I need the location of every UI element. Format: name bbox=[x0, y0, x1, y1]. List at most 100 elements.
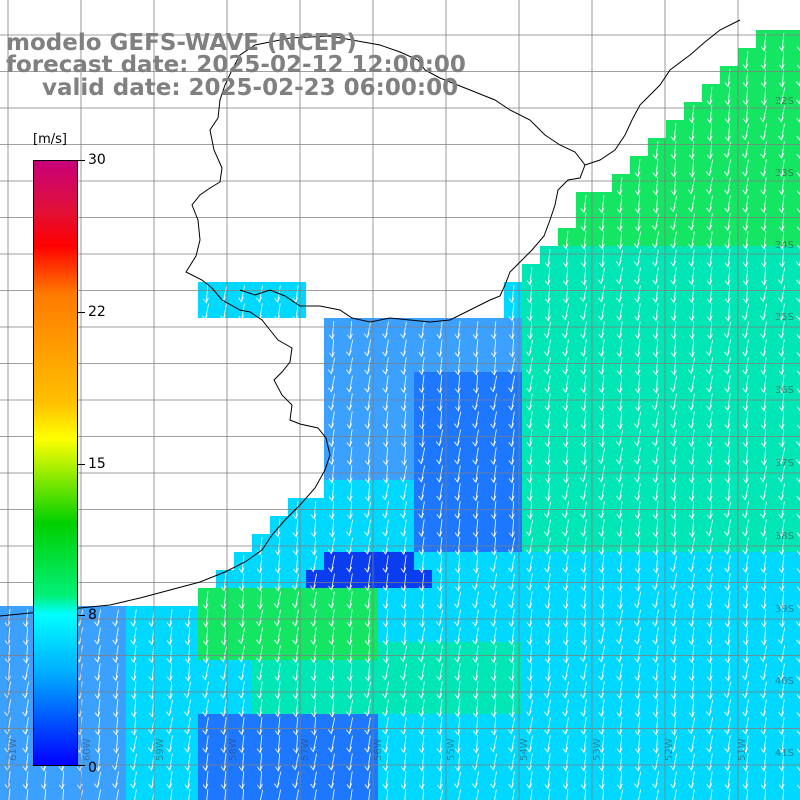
wind-arrow-head bbox=[148, 621, 155, 628]
wind-arrow-head bbox=[688, 459, 695, 466]
wind-arrow-head bbox=[345, 710, 352, 717]
wind-arrow-head bbox=[778, 134, 784, 141]
wind-arrow bbox=[655, 645, 659, 663]
wind-cell bbox=[792, 732, 800, 750]
wind-arrow bbox=[402, 645, 408, 662]
wind-cell bbox=[450, 588, 468, 606]
wind-cell bbox=[720, 156, 738, 174]
wind-arrow-head bbox=[220, 621, 227, 628]
wind-arrow-head bbox=[472, 693, 479, 700]
wind-arrow bbox=[744, 123, 750, 140]
wind-arrow-head bbox=[454, 747, 461, 754]
wind-cell bbox=[396, 534, 414, 552]
wind-arrow bbox=[601, 321, 605, 339]
wind-arrow-head bbox=[599, 621, 605, 628]
wind-arrow-head bbox=[778, 296, 784, 303]
wind-arrow-head bbox=[507, 548, 514, 555]
wind-cell bbox=[342, 732, 360, 750]
wind-arrow-head bbox=[490, 711, 497, 718]
wind-cell bbox=[324, 354, 342, 372]
wind-cell bbox=[504, 408, 522, 426]
wind-arrow-head bbox=[436, 387, 443, 394]
wind-arrow-head bbox=[436, 638, 442, 645]
wind-arrow bbox=[529, 447, 533, 465]
wind-arrow-head bbox=[472, 440, 478, 447]
wind-arrow-head bbox=[742, 441, 749, 448]
wind-arrow-head bbox=[598, 243, 605, 250]
wind-arrow-head bbox=[472, 729, 479, 736]
wind-arrow-head bbox=[328, 404, 334, 411]
wind-cell bbox=[126, 768, 144, 786]
wind-arrow-head bbox=[760, 134, 766, 141]
wind-cell bbox=[540, 750, 558, 768]
wind-arrow-head bbox=[256, 585, 263, 592]
wind-arrow bbox=[781, 681, 785, 699]
wind-arrow-head bbox=[527, 513, 533, 520]
wind-arrow-head bbox=[742, 765, 749, 772]
wind-arrow-head bbox=[489, 566, 496, 573]
wind-arrow bbox=[546, 321, 552, 338]
wind-cell bbox=[720, 678, 738, 696]
wind-arrow bbox=[187, 717, 191, 735]
wind-cell bbox=[792, 480, 800, 498]
wind-arrow-head bbox=[778, 747, 785, 754]
wind-arrow bbox=[781, 411, 785, 429]
wind-arrow-head bbox=[687, 368, 694, 375]
wind-cell bbox=[594, 678, 612, 696]
wind-arrow bbox=[583, 213, 587, 231]
wind-cell bbox=[504, 786, 522, 800]
wind-arrow-head bbox=[616, 333, 623, 340]
wind-arrow-head bbox=[579, 476, 586, 483]
wind-arrow bbox=[583, 717, 587, 735]
wind-arrow bbox=[169, 717, 173, 734]
wind-arrow bbox=[565, 267, 569, 285]
wind-arrow bbox=[763, 213, 767, 231]
wind-arrow-head bbox=[724, 423, 731, 430]
wind-arrow-head bbox=[688, 206, 694, 213]
wind-arrow-head bbox=[346, 746, 352, 753]
wind-arrow bbox=[331, 609, 335, 627]
wind-cell bbox=[90, 642, 108, 660]
wind-arrow-head bbox=[329, 711, 335, 718]
wind-arrow-head bbox=[705, 350, 712, 357]
wind-arrow bbox=[222, 285, 228, 302]
wind-arrow-head bbox=[94, 638, 100, 645]
wind-arrow-head bbox=[652, 297, 659, 304]
wind-arrow bbox=[727, 519, 731, 536]
wind-arrow bbox=[583, 357, 587, 375]
wind-arrow-head bbox=[543, 332, 550, 339]
wind-cell bbox=[594, 336, 612, 354]
wind-arrow-head bbox=[490, 620, 497, 627]
wind-cell bbox=[702, 516, 720, 534]
wind-arrow bbox=[421, 375, 425, 393]
wind-arrow-head bbox=[435, 620, 442, 627]
wind-arrow bbox=[133, 753, 137, 770]
wind-arrow-head bbox=[436, 656, 442, 663]
wind-arrow-head bbox=[742, 747, 749, 754]
wind-arrow-head bbox=[364, 530, 370, 537]
wind-arrow bbox=[349, 429, 353, 447]
wind-cell bbox=[360, 390, 378, 408]
wind-arrow-head bbox=[418, 387, 425, 394]
wind-arrow-head bbox=[795, 81, 800, 87]
wind-cell bbox=[648, 444, 666, 462]
wind-arrow bbox=[97, 645, 101, 663]
wind-arrow bbox=[493, 699, 497, 717]
wind-arrow bbox=[691, 249, 695, 267]
wind-arrow bbox=[529, 627, 533, 645]
wind-arrow-head bbox=[652, 153, 659, 160]
wind-arrow-head bbox=[526, 657, 533, 664]
wind-arrow-head bbox=[40, 783, 47, 790]
wind-arrow-head bbox=[130, 764, 136, 771]
wind-arrow-head bbox=[328, 441, 335, 448]
wind-arrow-head bbox=[328, 675, 335, 682]
wind-cell bbox=[738, 336, 756, 354]
wind-arrow bbox=[745, 411, 749, 429]
wind-arrow bbox=[619, 195, 623, 213]
wind-arrow-head bbox=[670, 315, 677, 322]
wind-arrow bbox=[583, 375, 587, 393]
wind-arrow bbox=[763, 267, 767, 285]
wind-arrow bbox=[637, 483, 641, 501]
wind-arrow-head bbox=[617, 423, 623, 430]
wind-arrow bbox=[385, 555, 389, 573]
